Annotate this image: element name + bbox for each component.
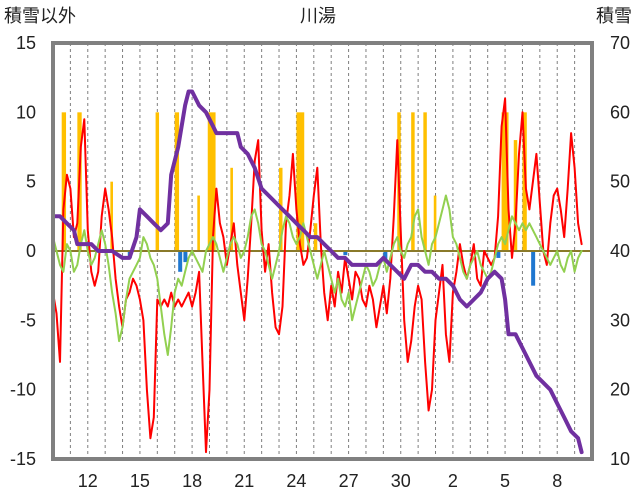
y-left-tick-label-1: 10	[16, 102, 36, 122]
y-right-tick-label-5: 20	[610, 380, 630, 400]
precip-bar-15	[501, 112, 509, 251]
chart-title: 川湯	[300, 6, 336, 26]
x-tick-label-6: 30	[391, 471, 411, 491]
y-axis-right-title: 積雪	[596, 6, 632, 26]
precip-bar-7	[230, 167, 233, 251]
precip-bar-14	[433, 195, 437, 251]
y-right-tick-label-2: 50	[610, 172, 630, 192]
y-right-tick-label-1: 60	[610, 102, 630, 122]
snow-change-bar-4	[383, 251, 388, 260]
series-snow-depth	[51, 89, 584, 455]
precip-bar-3	[155, 112, 160, 251]
snow-change-bar-1	[178, 251, 183, 272]
y-right-tick-label-6: 10	[610, 449, 630, 469]
snow-change-bar-6	[531, 251, 536, 286]
snow-change-bar-2	[183, 251, 188, 263]
precip-bar-9	[296, 112, 305, 251]
x-tick-label-7: 2	[448, 471, 458, 491]
x-tick-label-0: 12	[78, 471, 98, 491]
x-tick-label-8: 5	[500, 471, 510, 491]
y-left-tick-label-6: -15	[10, 449, 36, 469]
x-tick-label-5: 27	[339, 471, 359, 491]
y-axis-left-ticks: 15 10 5 0 -5 -10 -15	[10, 33, 36, 469]
x-tick-label-4: 24	[286, 471, 306, 491]
precip-bar-0	[61, 112, 67, 251]
precip-bar-16	[513, 140, 518, 251]
y-right-tick-label-4: 30	[610, 310, 630, 330]
precip-bar-4	[174, 112, 180, 251]
precip-bar-5	[197, 195, 200, 251]
y-right-tick-label-0: 70	[610, 33, 630, 53]
precip-bar-13	[423, 112, 427, 251]
y-left-tick-label-3: 0	[26, 241, 36, 261]
y-left-tick-label-0: 15	[16, 33, 36, 53]
y-left-tick-label-5: -10	[10, 380, 36, 400]
y-left-tick-label-4: -5	[20, 310, 36, 330]
plot-frame	[51, 41, 594, 461]
x-axis-ticks: 12 15 18 21 24 27 30 2 5 8	[78, 471, 562, 491]
precip-bar-2	[110, 181, 113, 251]
series-temp-min	[52, 194, 583, 356]
y-right-tick-label-3: 40	[610, 241, 630, 261]
series-lines	[51, 89, 584, 455]
x-tick-label-3: 21	[234, 471, 254, 491]
x-tick-label-1: 15	[130, 471, 150, 491]
precip-bar-12	[411, 112, 415, 251]
snow-change-bar-3	[343, 251, 348, 256]
y-axis-right-ticks: 70 60 50 40 30 20 10	[610, 33, 630, 469]
x-tick-label-9: 8	[552, 471, 562, 491]
snow-change-bar-5	[496, 251, 501, 258]
x-tick-label-2: 18	[182, 471, 202, 491]
y-axis-left-title: 積雪以外	[4, 6, 76, 26]
precip-bar-6	[207, 112, 216, 251]
y-left-tick-label-2: 5	[26, 172, 36, 192]
